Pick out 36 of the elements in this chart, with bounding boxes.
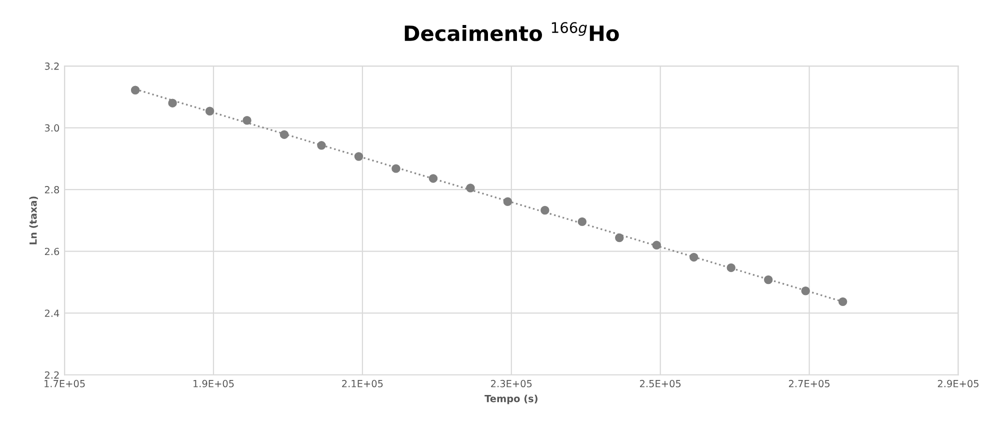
point: [503, 197, 512, 206]
x-tick-label: 2.3E+05: [491, 380, 532, 388]
point: [392, 164, 400, 173]
chart-title: Decaimento $^{166g}$Ho: [404, 22, 619, 42]
y-tick-label: 2.6: [44, 248, 60, 256]
point: [838, 297, 848, 306]
point: [280, 130, 289, 139]
point: [540, 206, 550, 215]
point: [317, 141, 326, 150]
y-tick-label: 2.8: [44, 186, 60, 194]
point: [801, 286, 810, 296]
x-tick-label: 1.7E+05: [44, 380, 85, 388]
point: [578, 217, 587, 226]
y-tick-label: 2.2: [44, 371, 59, 379]
x-tick-label: 2.5E+05: [640, 380, 681, 388]
point: [428, 174, 438, 183]
point: [130, 86, 140, 94]
point: [689, 252, 698, 262]
point: [466, 184, 475, 192]
point: [764, 275, 773, 284]
point: [615, 233, 624, 242]
x-tick-label: 1.9E+05: [194, 380, 234, 388]
point: [205, 106, 214, 116]
y-tick-label: 3.0: [44, 124, 60, 132]
x-tick-label: 2.9E+05: [938, 380, 978, 388]
point: [652, 240, 661, 250]
point: [168, 98, 177, 108]
y-axis-title: Ln (taxa): [29, 196, 38, 244]
y-tick-label: 2.4: [44, 310, 60, 317]
point: [242, 116, 252, 125]
point: [354, 152, 364, 161]
point: [726, 263, 736, 272]
x-axis-title: Tempo (s): [484, 394, 538, 404]
x-tick-label: 2.7E+05: [788, 380, 830, 388]
x-tick-label: 2.1E+05: [342, 380, 383, 388]
y-tick-label: 3.2: [44, 62, 59, 70]
